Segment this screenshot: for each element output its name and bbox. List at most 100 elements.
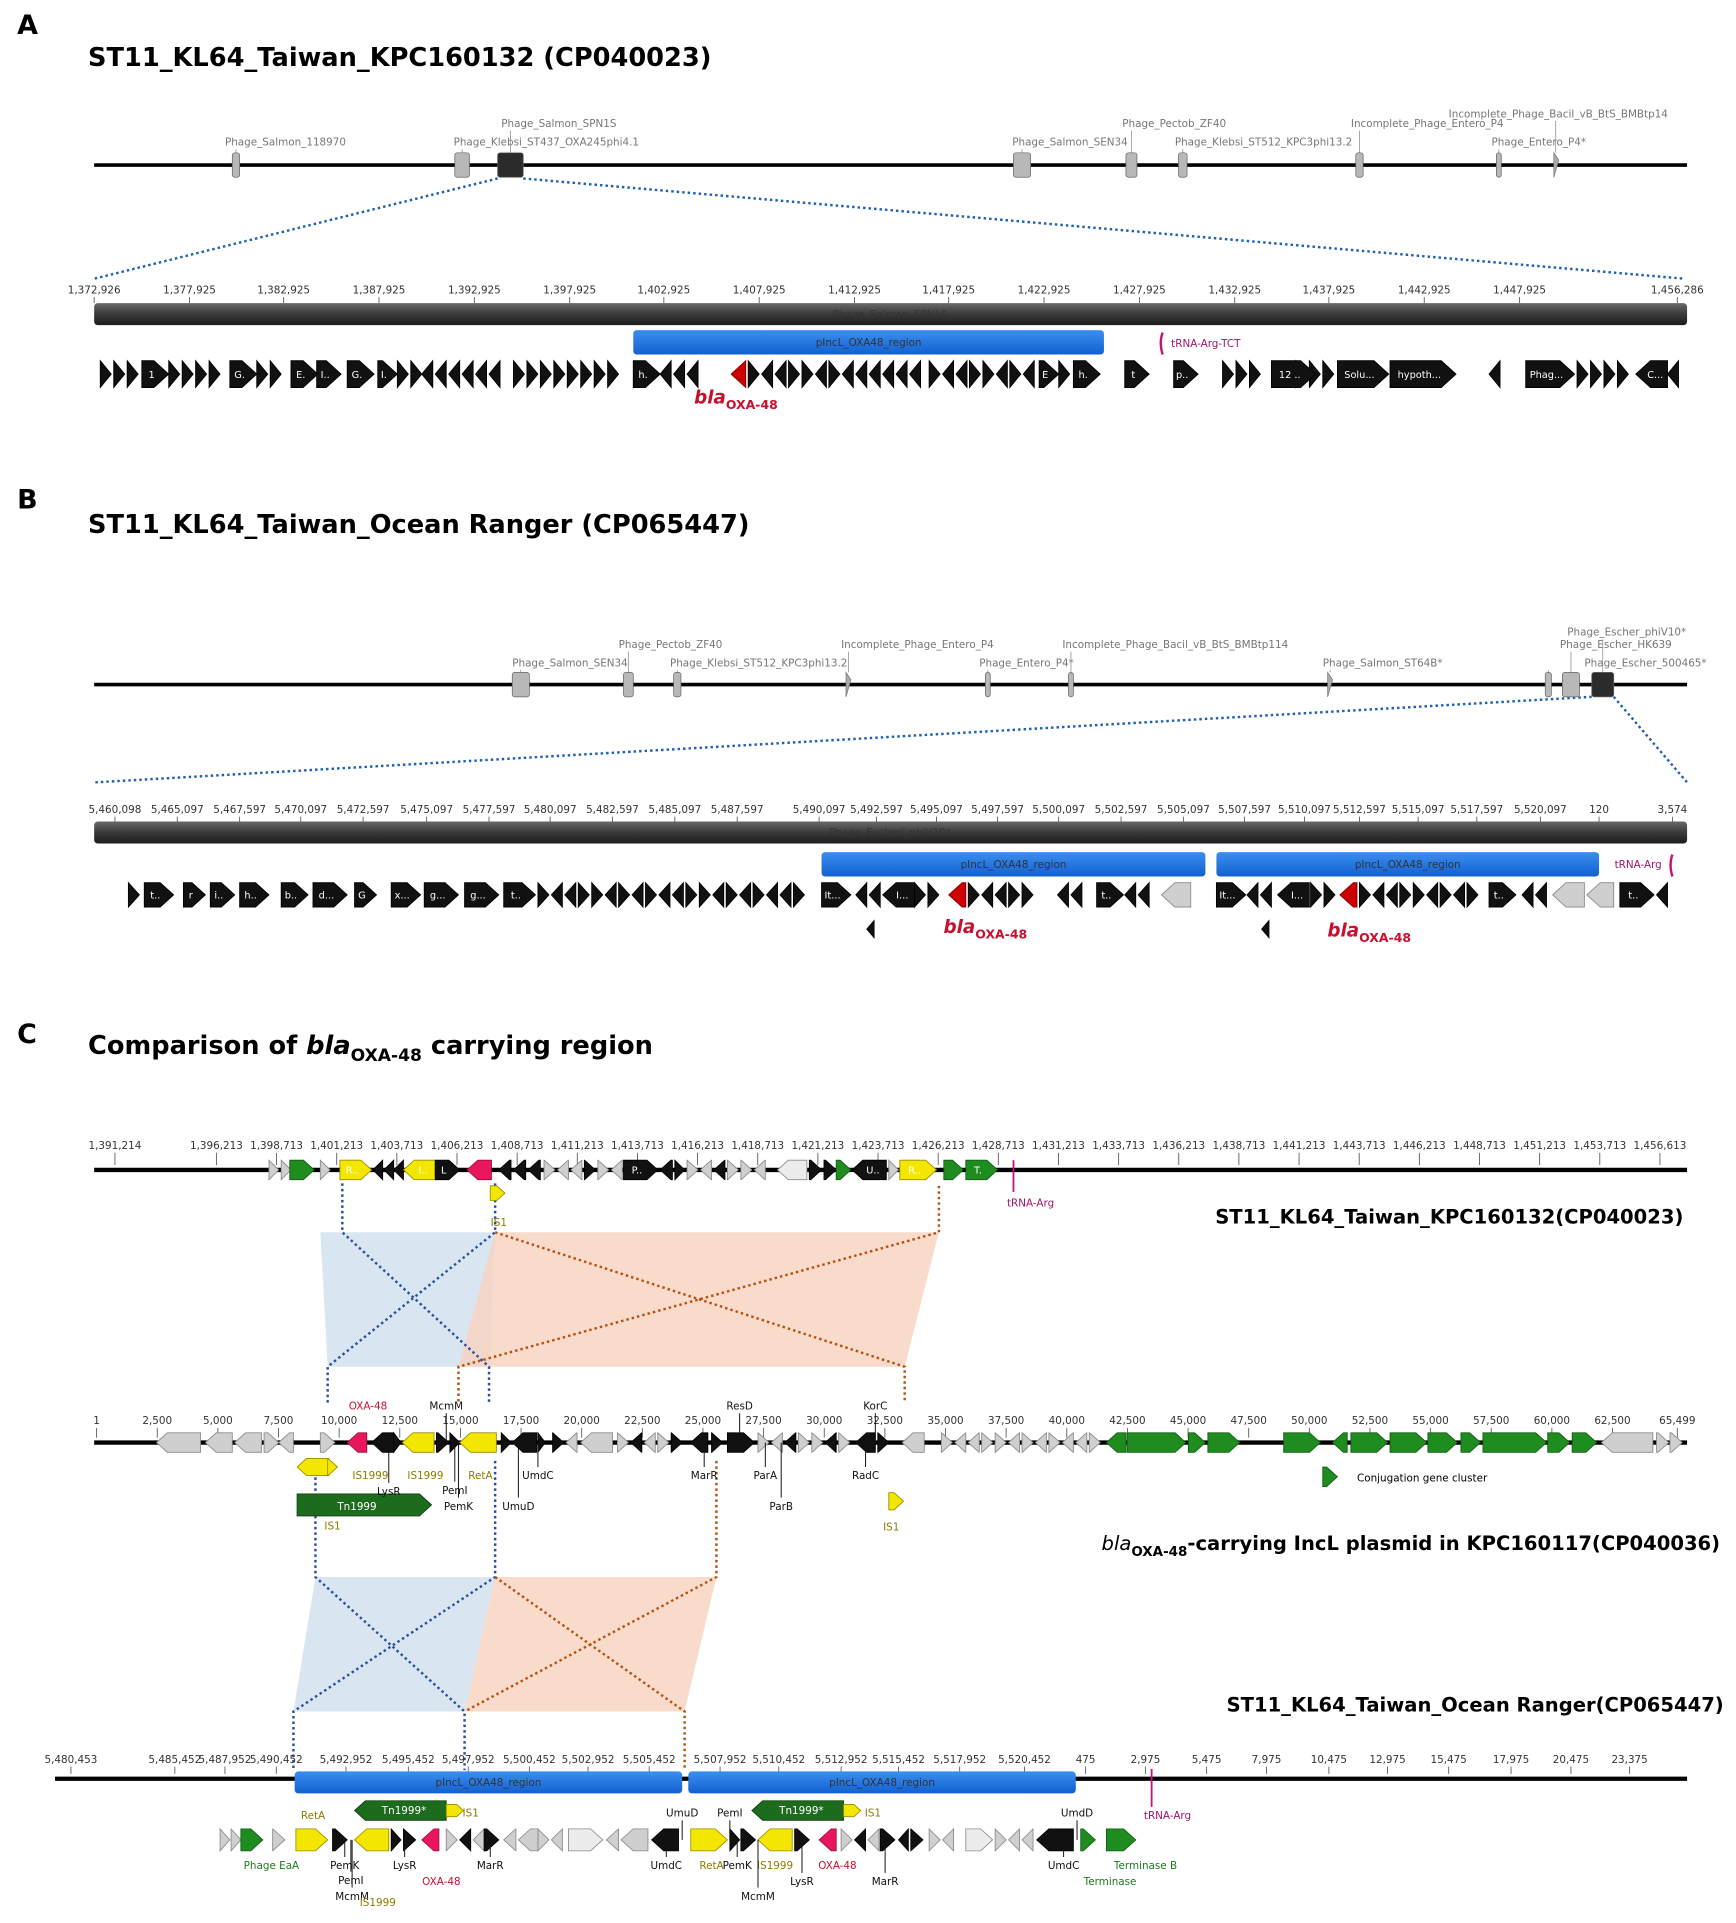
tick-label: 1,403,713 [370,1140,423,1152]
gene [1310,881,1323,909]
gene [354,882,378,908]
tick-label: 27,500 [745,1415,781,1427]
gene [757,1828,793,1852]
gene-subscript: OXA-48 [1131,1545,1187,1560]
gene [1600,1432,1654,1453]
gene [895,359,908,389]
gene [445,1803,464,1818]
zoom-link [93,177,1685,280]
annotation: PemK [444,1501,474,1513]
tick-label: 1,413,713 [611,1140,664,1152]
annotation: IS1999 [407,1470,443,1482]
tick-label: 1,407,925 [733,284,786,296]
annotation: UmuD [666,1808,698,1820]
gene-name: blaOXA-48 [1327,920,1411,945]
gene [868,881,881,909]
gene [969,359,982,389]
gene [643,1432,656,1453]
gene [685,881,698,909]
tick-label: 23,375 [1611,1754,1647,1766]
gene-name: blaOXA-48 [694,387,778,412]
tick-label: 1,382,925 [257,284,310,296]
gene [1261,919,1270,939]
trna-label: tRNA-Arg [1615,859,1662,871]
prophage-label: Incomplete_Phage_Bacil_vB_BtS_BMBtp114 [1062,639,1288,651]
gene [583,1159,597,1181]
gene [888,1492,905,1511]
annotation: Terminase [1083,1876,1137,1888]
gene [208,359,221,389]
prophage-label: Phage_Entero_P4* [1491,136,1586,148]
gene [1048,1432,1061,1453]
prophage-label: Phage_Salmon_SPN1S [501,118,617,130]
gene [500,1431,512,1454]
tick-label: 5,500,452 [503,1754,556,1766]
gene [1551,882,1585,908]
track-name-part: -carrying IncL plasmid in KPC160117(CP04… [1187,1532,1720,1555]
tick-label: 5,512,597 [1333,804,1386,816]
tick-label: 5,505,097 [1157,804,1210,816]
trna-label: tRNA-Arg-TCT [1171,338,1241,350]
gene [401,1432,435,1453]
gene [752,881,765,909]
gene-label: t.. [1494,891,1504,902]
gene [965,1159,999,1181]
gene [564,881,577,909]
gene [1460,1432,1482,1453]
gene-label: I.. [418,1166,427,1177]
gene-label: I. [381,370,387,381]
gene [466,1159,492,1181]
gene [659,1159,673,1181]
gene [290,360,319,388]
gene [673,359,686,389]
gene-label: E. [296,370,305,381]
tick-label: 5,460,098 [89,804,142,816]
prophage-marker [1553,151,1560,178]
title-part: Comparison of [88,1031,306,1061]
gene-subscript: OXA-48 [1359,930,1411,945]
gene [434,1159,461,1181]
tick-label: 5,507,597 [1218,804,1271,816]
tick-label: 65,499 [1659,1415,1695,1427]
tick-label: 5,502,597 [1095,804,1148,816]
prophage-box [1355,152,1364,178]
tick-label: 5,485,097 [648,804,701,816]
tick-label: 10,475 [1311,1754,1347,1766]
gene [757,1432,770,1453]
gene [537,1431,546,1454]
tick-label: 5,510,097 [1278,804,1331,816]
gene [1389,1432,1428,1453]
gene [513,359,526,389]
gene [674,1159,686,1181]
gene [580,359,593,389]
panel-title: ST11_KL64_Taiwan_Ocean Ranger (CP065447) [88,510,750,540]
prophage-label: Incomplete_Phage_Entero_P4 [1351,118,1504,130]
gene [784,1432,797,1453]
tick-label: 1,433,713 [1092,1140,1145,1152]
gene [461,359,474,389]
gene [475,359,488,389]
trna-mark [1159,332,1164,355]
gene [204,1432,233,1453]
gene [730,359,747,389]
annotation: KorC [863,1401,887,1413]
gene [1009,359,1022,389]
gene [195,359,208,389]
gene [814,359,827,389]
tick-label: 1,428,713 [972,1140,1025,1152]
gene [657,1432,670,1453]
region-label: pIncL_OXA48_region [1355,859,1461,871]
gene [1270,360,1317,388]
tick-label: 1,443,713 [1333,1140,1386,1152]
tick-label: 55,000 [1412,1415,1448,1427]
gene [954,1432,967,1453]
tick-label: 1,402,925 [637,284,690,296]
gene [1124,881,1137,909]
gene-label: d... [319,891,335,902]
transposon-label: Tn1999* [778,1805,824,1817]
gene [843,1803,862,1818]
tick-label: 5,477,597 [463,804,516,816]
gene [332,1828,348,1852]
gene [1331,1432,1348,1453]
